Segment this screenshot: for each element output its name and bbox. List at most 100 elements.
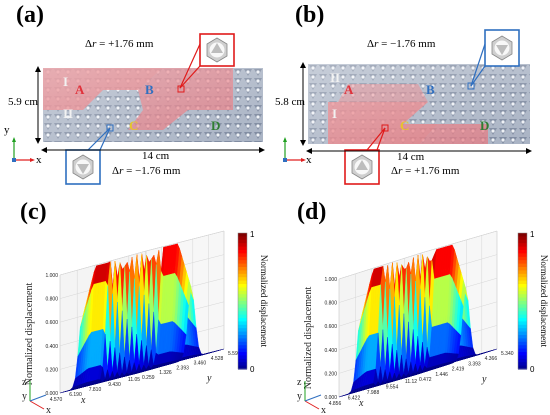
- y-tick-label: 4.528: [211, 356, 224, 362]
- panel-b-axis-x: x: [306, 154, 312, 166]
- surface-mesh: [59, 243, 225, 394]
- axis-triad: zy x: [297, 377, 326, 415]
- panel-a-photo-graphic: [43, 68, 263, 142]
- z-tick-label: 1.000: [45, 273, 58, 279]
- axis-ticks: 0.000 0.200 0.400 0.600 0.800 1.000 4.856 6.422…: [324, 277, 513, 407]
- unit-cell-icon: [491, 35, 513, 61]
- colorbar-min: 0: [530, 365, 535, 374]
- unit-cell-icon: [72, 154, 94, 180]
- colorbar-segment: [518, 324, 527, 329]
- colorbar-segment: [238, 355, 247, 360]
- colorbar-segment: [518, 331, 527, 336]
- z-tick-label: 0.600: [45, 320, 58, 326]
- y-tick-label: 5.595: [228, 351, 241, 357]
- colorbar-segment: [238, 338, 247, 343]
- panel-b-zone-d: D: [480, 118, 490, 133]
- panel-c: (c) 0.000 0.200 0.400 0.600 0.800 1.000 4.570 6…: [0, 195, 275, 415]
- colorbar-segment: [518, 280, 527, 285]
- colorbar-segment: [238, 294, 247, 299]
- panel-b-height-label: 5.8 cm: [275, 96, 305, 108]
- colorbar-segment: [238, 341, 247, 346]
- colorbar-segment: [518, 314, 527, 319]
- panel-b-dimensions: [283, 62, 532, 162]
- unit-cell-icon: [206, 37, 228, 63]
- colorbar-segment: [238, 335, 247, 339]
- colorbar-segment: [238, 304, 247, 309]
- surface-cell: [135, 372, 141, 374]
- z-tick-label: 0.600: [324, 324, 337, 330]
- surface-mesh: [338, 244, 498, 398]
- y-tick-label: 1.446: [435, 372, 448, 378]
- colorbar-segment: [518, 253, 527, 258]
- y-tick-label: 1.326: [159, 370, 172, 376]
- panel-a-photo: I II A B C D: [43, 68, 263, 142]
- colorbar-segment: [518, 273, 527, 278]
- colorbar-segment: [238, 280, 247, 285]
- colorbar-segment: [518, 307, 527, 312]
- colorbar-segment: [518, 348, 527, 353]
- colorbar-min: 0: [250, 365, 255, 374]
- colorbar-segment: [238, 307, 247, 312]
- y-tick-label: 5.340: [501, 351, 514, 357]
- x-axis-label: x: [358, 398, 364, 409]
- colorbar-max: 1: [530, 230, 535, 239]
- colorbar-segment: [518, 260, 527, 265]
- y-tick-label: 0.259: [142, 375, 155, 381]
- panel-b-delta-r-top: Δr = −1.76 mm: [367, 38, 436, 50]
- colorbar-segment: [238, 273, 247, 278]
- colorbar-segment: [238, 287, 247, 292]
- x-tick-label: 11.12: [405, 379, 417, 385]
- z-tick-label: 1.000: [324, 277, 337, 283]
- panel-a-zone-c: C: [129, 118, 139, 133]
- colorbar-segment: [238, 358, 247, 363]
- colorbar-segment: [518, 338, 527, 343]
- colorbar-segment: [518, 233, 527, 237]
- panel-d-label: (d): [297, 199, 327, 225]
- colorbar-segment: [518, 246, 527, 251]
- colorbar-segment: [238, 311, 247, 316]
- triad-x-label: x: [46, 405, 51, 415]
- z-tick-label: 0.000: [324, 395, 337, 401]
- colorbar-segment: [518, 355, 527, 360]
- y-tick-label: 3.460: [194, 361, 207, 367]
- colorbar-segment: [518, 243, 527, 248]
- colorbar: 1 0 Normalized displacement: [237, 230, 269, 374]
- colorbar-segment: [518, 263, 527, 268]
- panel-a-label: (a): [16, 2, 44, 28]
- colorbar-segment: [518, 304, 527, 309]
- colorbar-segment: [238, 277, 247, 282]
- colorbar-segment: [518, 256, 527, 261]
- colorbar-segment: [238, 246, 247, 251]
- colorbar-segment: [238, 314, 247, 319]
- panel-a-axis-y: y: [4, 124, 10, 136]
- colorbar-segment: [238, 324, 247, 329]
- z-axis-label: Normalized displacement: [24, 283, 35, 386]
- colorbar-segment: [238, 321, 247, 326]
- panel-b-width-label: 14 cm: [397, 151, 425, 163]
- panel-b-photo: II I A B C D: [308, 64, 530, 144]
- colorbar-segment: [238, 290, 247, 295]
- triad-x-label: x: [321, 405, 326, 415]
- x-tick-label: 9.554: [386, 385, 399, 391]
- panel-b-delta-r-bottom: Δr = +1.76 mm: [391, 165, 460, 177]
- x-tick-label: 6.190: [69, 392, 82, 398]
- panel-a-delta-r-bottom: Δr = −1.76 mm: [112, 165, 181, 177]
- panel-a-dimensions: [12, 66, 265, 162]
- panel-a-zone-b: B: [145, 82, 154, 97]
- colorbar-segment: [518, 365, 527, 370]
- colorbar-segment: [238, 362, 247, 367]
- panel-b-zone-a: A: [344, 82, 354, 97]
- colorbar-segment: [238, 260, 247, 265]
- colorbar-label: Normalized displacement: [259, 255, 269, 348]
- y-tick-label: 3.393: [468, 361, 481, 367]
- triad-y-label: y: [297, 391, 302, 402]
- colorbar-segment: [238, 250, 247, 254]
- panel-b: (b) Δr = −1.76 mm II I A B: [275, 0, 550, 195]
- colorbar-segment: [238, 270, 247, 275]
- colorbar-segment: [238, 345, 247, 350]
- colorbar-label: Normalized displacement: [539, 255, 549, 348]
- colorbar-segment: [518, 352, 527, 356]
- colorbar-segment: [238, 256, 247, 261]
- colorbar-segment: [518, 321, 527, 326]
- z-tick-label: 0.200: [45, 367, 58, 373]
